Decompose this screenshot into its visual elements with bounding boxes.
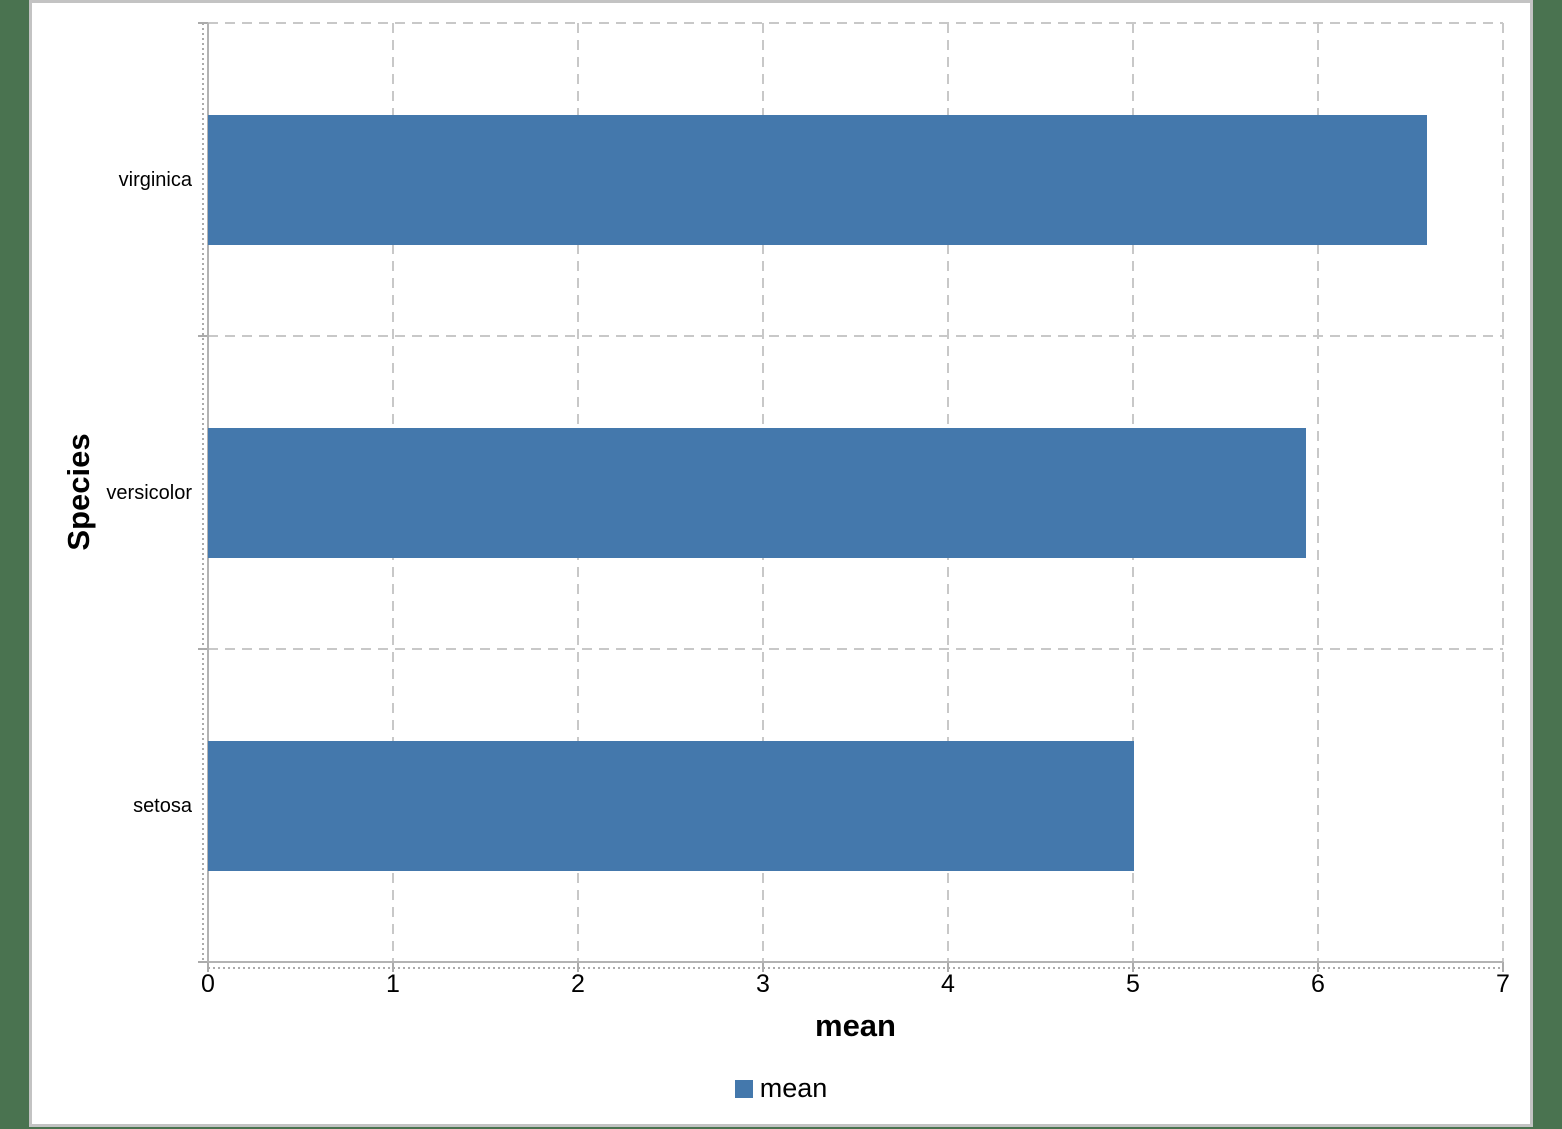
gridline-horizontal	[208, 335, 1503, 337]
x-axis-tick	[1502, 962, 1504, 972]
x-axis-tick-label: 7	[1496, 970, 1510, 998]
x-axis-tick-label: 5	[1126, 970, 1140, 998]
x-axis-tick-label: 6	[1311, 970, 1325, 998]
bar-setosa[interactable]	[208, 740, 1135, 871]
chart-canvas: Species 0 1 2 3 4 5 6 7 virginica versicolor setos…	[29, 0, 1533, 1127]
y-axis-minor-ticks	[202, 23, 204, 962]
x-axis-title: mean	[815, 1008, 896, 1043]
legend-swatch-icon	[734, 1079, 753, 1098]
category-label: virginica	[118, 168, 192, 191]
category-label: setosa	[133, 794, 192, 817]
x-axis-tick-label: 1	[386, 970, 400, 998]
gridline-vertical	[1502, 23, 1504, 962]
plot-area: 0 1 2 3 4 5 6 7 virginica versicolor setosa	[106, 22, 1510, 998]
x-axis-line	[208, 961, 1503, 963]
gridline-horizontal	[208, 22, 1503, 24]
bar-versicolor[interactable]	[208, 427, 1307, 558]
x-axis-tick-label: 3	[756, 970, 770, 998]
gridline-vertical	[1317, 23, 1319, 962]
x-axis-minor-ticks	[208, 967, 1503, 969]
y-axis-tick	[198, 961, 208, 963]
category-label: versicolor	[106, 481, 192, 504]
x-axis-tick-label: 0	[201, 970, 215, 998]
bar-virginica[interactable]	[208, 114, 1427, 245]
legend-label: mean	[759, 1073, 828, 1103]
x-axis-tick-label: 4	[941, 970, 955, 998]
legend[interactable]: mean	[32, 1073, 1530, 1104]
x-axis-tick-label: 2	[571, 970, 585, 998]
gridline-horizontal	[208, 648, 1503, 650]
